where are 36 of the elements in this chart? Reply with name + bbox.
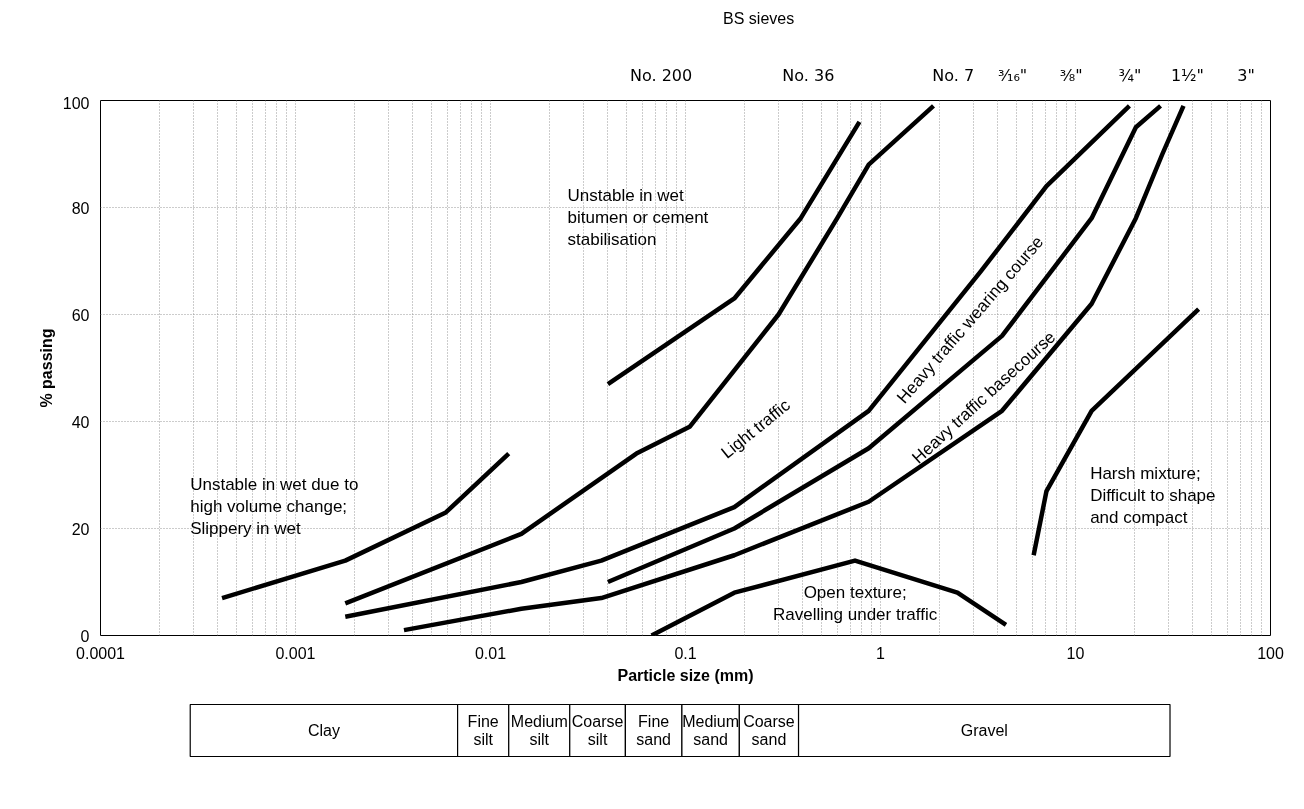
text: ³⁄₈"	[1059, 65, 1083, 85]
x-tick-label: 10	[1066, 644, 1085, 662]
x-tick-label: 0.01	[474, 644, 507, 662]
text: ¾"	[1118, 65, 1142, 85]
x-axis-title: Particle size (mm)	[617, 666, 754, 684]
text: No. 7	[932, 65, 975, 85]
y-tick-label: 80	[71, 199, 90, 217]
text: No. 36	[782, 65, 835, 85]
text: 3"	[1237, 65, 1255, 85]
text: No. 200	[630, 65, 693, 85]
text: Medium silt	[510, 712, 568, 749]
text: Fine sand	[636, 712, 671, 749]
y-tick-label: 40	[71, 413, 90, 431]
text: Coarse silt	[571, 712, 624, 749]
annotation: Open texture; Ravelling under traffic	[773, 582, 938, 624]
y-tick-label: 20	[71, 520, 90, 538]
x-tick-label: 0.1	[674, 644, 697, 662]
text: BS sieves	[723, 9, 795, 27]
text: Clay	[307, 722, 340, 739]
text: Medium sand	[682, 712, 740, 749]
y-axis-title: % passing	[37, 328, 55, 408]
x-tick-label: 100	[1257, 644, 1284, 662]
y-tick-label: 60	[71, 306, 90, 324]
text: 1½"	[1170, 65, 1204, 85]
annotation: Unstable in wet due to high volume change; Slippery in wet	[190, 475, 359, 538]
text: Fine silt	[467, 712, 499, 749]
x-tick-label: 1	[876, 644, 886, 662]
y-tick-label: 0	[80, 627, 90, 645]
annotation: Unstable in wet bitumen or cement stabilisation	[567, 186, 709, 249]
text: Gravel	[960, 722, 1008, 739]
x-tick-label: 0.0001	[76, 644, 126, 662]
x-tick-label: 0.001	[275, 644, 316, 662]
text: ³⁄₁₆"	[997, 65, 1028, 85]
annotation: Harsh mixture; Difficult to shape and compact	[1090, 464, 1216, 527]
text: Coarse sand	[743, 712, 795, 749]
y-tick-label: 100	[62, 94, 90, 112]
